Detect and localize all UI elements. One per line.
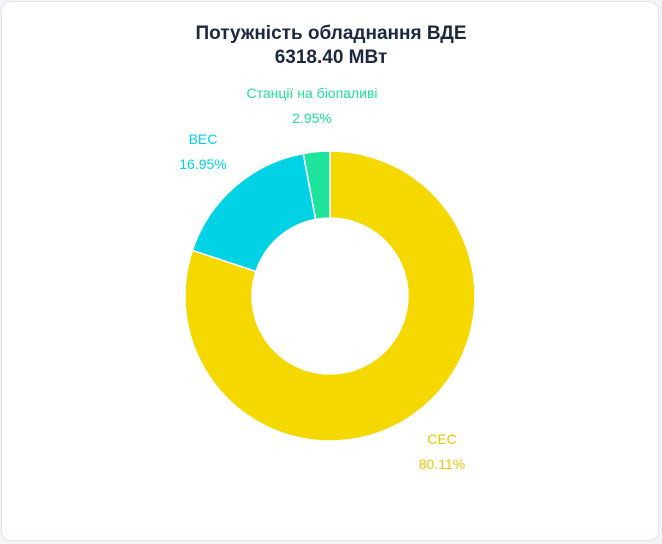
slice-value-сес: 80.11% bbox=[419, 456, 465, 472]
slice-labels: СЕС 80.11% ВЕС 16.95% Станції на біопаливі 2.… bbox=[179, 85, 465, 472]
slice-сес[interactable] bbox=[184, 150, 476, 442]
slice-label-сес: СЕС bbox=[427, 431, 457, 447]
slice-label-вес: ВЕС bbox=[189, 131, 218, 147]
chart-title: Потужність обладнання ВДЕ bbox=[195, 23, 467, 44]
slice-label-станції-на-біопаливі: Станції на біопаливі bbox=[246, 85, 377, 101]
slice-value-станції-на-біопаливі: 2.95% bbox=[292, 110, 332, 126]
chart-subtitle: 6318.40 МВт bbox=[274, 47, 388, 68]
slice-value-вес: 16.95% bbox=[179, 156, 226, 172]
donut-slices bbox=[184, 150, 476, 442]
slice-станції-на-біопаливі[interactable] bbox=[302, 150, 331, 221]
